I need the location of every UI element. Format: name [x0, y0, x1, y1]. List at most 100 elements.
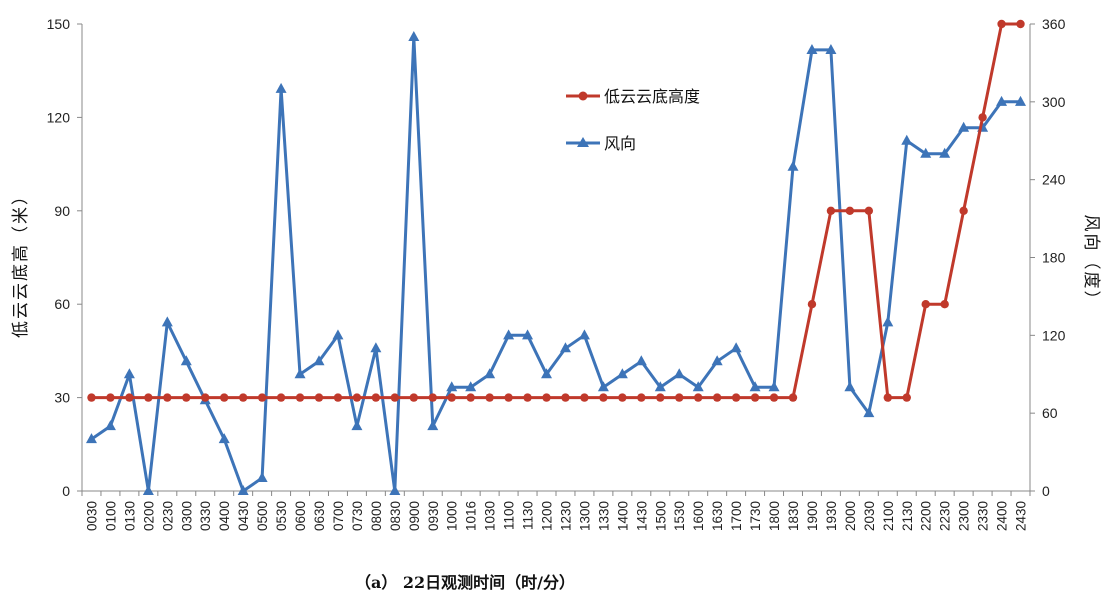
- data-point: [542, 393, 551, 402]
- data-point: [731, 393, 741, 402]
- data-point: [694, 393, 703, 402]
- x-tick-label: 1600: [691, 501, 706, 531]
- x-tick-label: 1030: [483, 501, 498, 531]
- x-tick-label: 2300: [957, 501, 972, 531]
- data-point: [523, 393, 532, 402]
- right-tick-label: 240: [1042, 172, 1066, 188]
- data-point: [864, 206, 874, 215]
- right-tick-label: 60: [1042, 405, 1058, 421]
- data-point: [826, 206, 836, 215]
- data-point: [807, 300, 817, 309]
- data-point: [787, 160, 799, 171]
- data-point: [238, 393, 248, 402]
- data-point: [616, 368, 628, 379]
- data-point: [692, 381, 704, 392]
- x-tick-label: 0500: [255, 501, 270, 531]
- x-tick-label: 1530: [672, 501, 687, 531]
- x-tick-label: 0130: [122, 501, 137, 531]
- x-tick-label: 2200: [919, 501, 934, 531]
- data-point: [485, 393, 494, 402]
- left-tick-label: 60: [54, 296, 70, 312]
- data-point: [257, 393, 267, 402]
- series-cloud-base-height: [87, 19, 1025, 402]
- x-tick-label: 0830: [388, 501, 403, 531]
- data-point: [313, 355, 325, 366]
- x-tick-label: 2100: [881, 501, 896, 531]
- data-point: [484, 368, 496, 379]
- data-point: [275, 82, 287, 93]
- series-line: [91, 22, 1021, 400]
- legend-item-cloud-base: 低云云底高度: [566, 87, 700, 106]
- left-tick-label: 120: [47, 109, 71, 125]
- right-y-ticks: 0 60 120 180 240 300 360: [1030, 16, 1066, 499]
- data-point: [559, 342, 571, 353]
- data-point: [940, 300, 949, 309]
- data-point: [863, 407, 875, 418]
- legend-label-wind-direction: 风向: [604, 134, 636, 153]
- data-point: [332, 329, 344, 340]
- x-tick-label: 1016: [464, 501, 479, 531]
- x-tick-label: 1700: [729, 501, 744, 531]
- data-point: [578, 329, 590, 340]
- data-point: [769, 393, 779, 402]
- data-point: [276, 393, 286, 402]
- right-tick-label: 0: [1042, 483, 1050, 499]
- legend: 低云云底高度 风向: [566, 87, 700, 153]
- right-tick-label: 360: [1042, 16, 1066, 32]
- data-point: [427, 420, 439, 431]
- x-tick-label: 1430: [634, 501, 649, 531]
- data-point: [920, 147, 932, 158]
- data-point: [389, 485, 401, 495]
- x-tick-label: 0230: [160, 501, 175, 531]
- data-point: [163, 393, 172, 402]
- data-point: [768, 381, 780, 392]
- data-point: [237, 485, 249, 495]
- series-line: [90, 35, 1021, 493]
- data-point: [446, 381, 458, 392]
- data-point: [902, 393, 911, 402]
- data-point: [654, 381, 666, 392]
- left-tick-label: 0: [62, 483, 70, 499]
- x-tick-label: 2330: [976, 501, 991, 531]
- data-point: [295, 393, 305, 402]
- right-tick-label: 180: [1042, 250, 1066, 266]
- data-point: [125, 393, 134, 402]
- data-point: [142, 485, 154, 495]
- x-tick-label: 0630: [312, 501, 327, 531]
- data-point: [409, 393, 418, 402]
- series-wind-direction: [85, 30, 1027, 495]
- plot-area: 0 30 60 90 120 150 0 60 120 180 240 300 360 0030 010…: [47, 16, 1066, 531]
- data-point: [939, 147, 951, 158]
- data-point: [825, 43, 837, 54]
- data-point: [978, 113, 987, 122]
- data-point: [447, 393, 456, 402]
- x-tick-label: 2000: [843, 501, 858, 531]
- data-point: [921, 300, 930, 309]
- x-tick-label: 0530: [274, 501, 289, 531]
- data-point: [730, 342, 742, 353]
- data-point: [123, 368, 135, 379]
- data-point: [997, 19, 1006, 29]
- data-point: [711, 355, 723, 366]
- data-point: [351, 420, 363, 431]
- data-point: [750, 393, 760, 402]
- data-point: [597, 381, 609, 392]
- data-point: [182, 393, 191, 402]
- data-point: [599, 393, 608, 402]
- right-tick-label: 120: [1042, 327, 1066, 343]
- data-point: [675, 393, 684, 402]
- x-tick-label: 1130: [521, 501, 536, 530]
- data-point: [352, 393, 362, 402]
- x-tick-label: 0030: [84, 501, 99, 531]
- x-tick-label: 0300: [179, 501, 194, 531]
- data-point: [618, 393, 627, 402]
- x-tick-label: 2230: [938, 501, 953, 531]
- data-point: [106, 393, 115, 402]
- legend-marker-cloud-base: [578, 91, 588, 101]
- y-axis-title: 低云云底高（米）: [11, 186, 31, 338]
- data-point: [806, 43, 818, 54]
- x-tick-label: 1330: [596, 501, 611, 531]
- x-tick-label: 0400: [217, 501, 232, 531]
- data-point: [256, 472, 268, 483]
- legend-item-wind-direction: 风向: [566, 134, 636, 153]
